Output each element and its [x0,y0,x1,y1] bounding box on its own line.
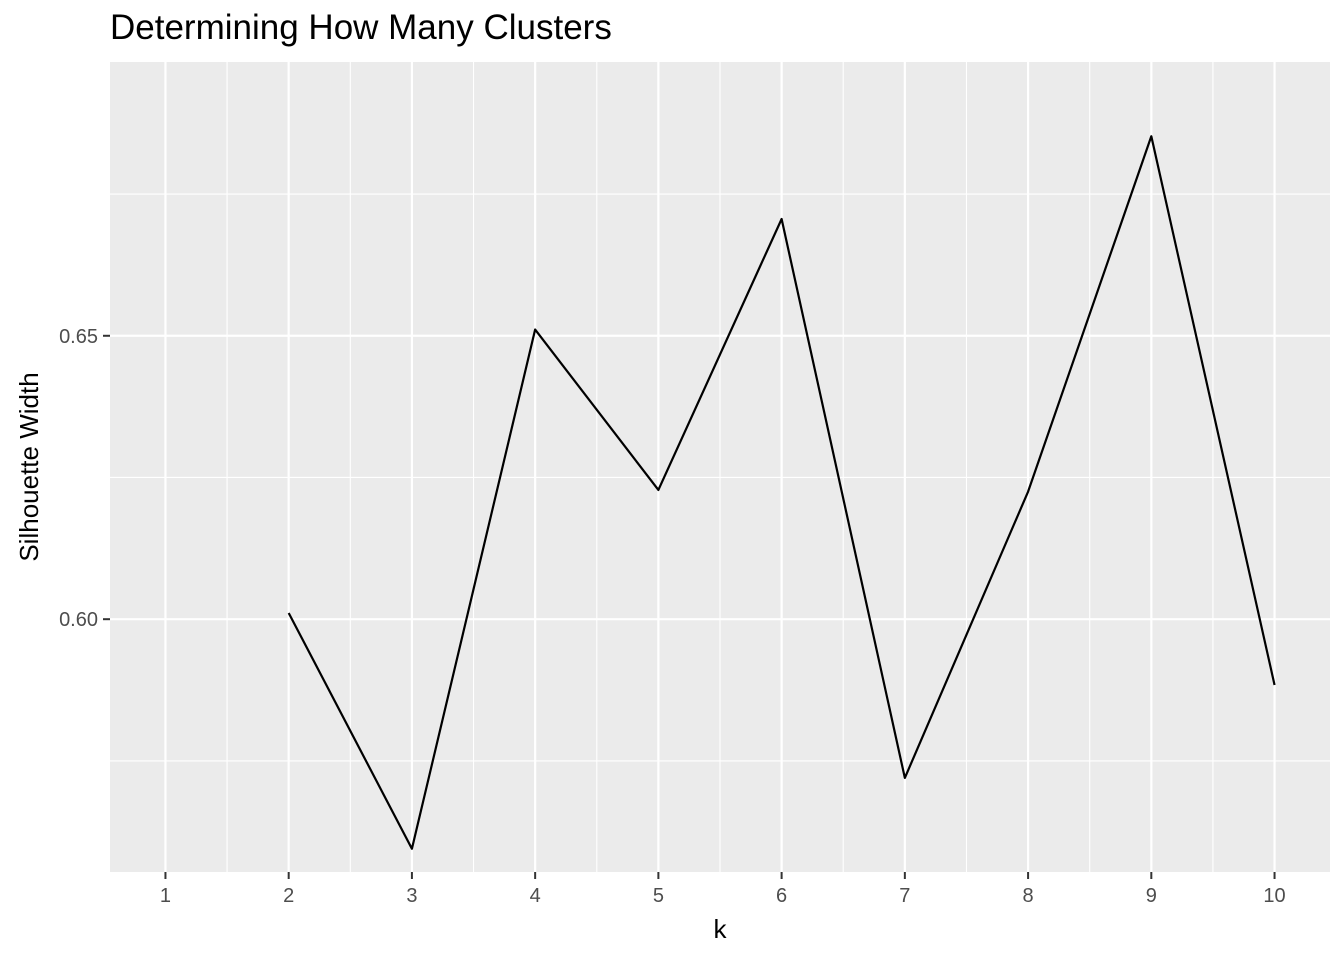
x-tick-label: 3 [406,885,417,907]
y-tick-label: 0.65 [59,326,98,348]
x-axis-title: k [714,914,728,944]
x-tick-label: 5 [653,885,664,907]
x-tick-label: 1 [160,885,171,907]
x-tick-label: 7 [899,885,910,907]
x-tick-label: 4 [530,885,541,907]
chart-title: Determining How Many Clusters [110,8,612,47]
x-tick-label: 2 [283,885,294,907]
x-tick-label: 10 [1263,885,1285,907]
x-axis: 1 2 3 4 5 6 7 8 9 10 [160,872,1286,907]
x-tick-label: 6 [776,885,787,907]
major-gridlines [110,62,1330,872]
series-line [287,135,1276,850]
x-tick-label: 8 [1023,885,1034,907]
x-tick-label: 9 [1146,885,1157,907]
y-axis-title: Silhouette Width [14,372,44,561]
minor-gridlines [110,62,1330,872]
series-layer [287,135,1276,850]
y-axis: 0.60 0.65 [59,326,110,631]
y-tick-label: 0.60 [59,609,98,631]
